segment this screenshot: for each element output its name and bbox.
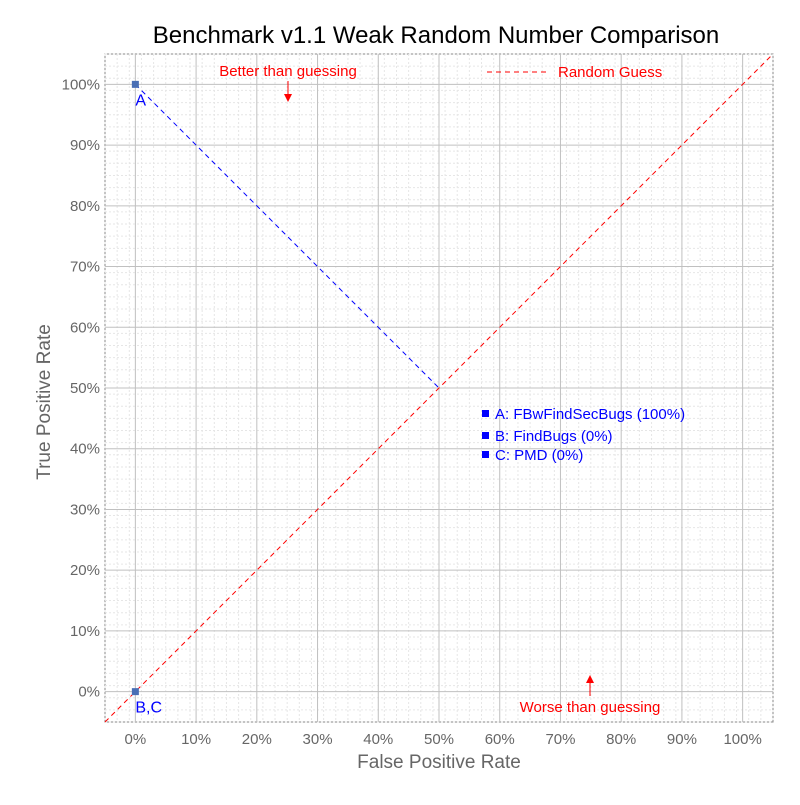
x-axis-label: False Positive Rate [357, 752, 521, 773]
random-guess-legend-label: Random Guess [558, 64, 662, 81]
worse-arrow [586, 675, 594, 696]
y-tick-label: 60% [70, 319, 100, 336]
x-tick-label: 20% [242, 731, 272, 748]
x-tick-label: 30% [303, 731, 333, 748]
point-b-c [131, 688, 139, 696]
random-guess-line [104, 53, 774, 723]
y-tick-label: 50% [70, 380, 100, 397]
y-tick-label: 30% [70, 501, 100, 518]
x-tick-label: 50% [424, 731, 454, 748]
worse-than-guessing-label: Worse than guessing [520, 699, 661, 716]
point-label-a: A [135, 92, 146, 109]
x-tick-label: 0% [125, 731, 147, 748]
data-points: A B,C [131, 80, 162, 717]
legend-entry-a: A: FBwFindSecBugs (100%) [495, 406, 685, 423]
y-tick-label: 80% [70, 198, 100, 215]
tool-legend: A: FBwFindSecBugs (100%) B: FindBugs (0%… [482, 406, 685, 464]
x-tick-label: 90% [667, 731, 697, 748]
y-axis-label: True Positive Rate [34, 324, 55, 480]
x-tick-label: 10% [181, 731, 211, 748]
x-tick-label: 80% [606, 731, 636, 748]
x-tick-labels: 0% 10% 20% 30% 40% 50% 60% 70% 80% 90% 100% [125, 731, 762, 748]
better-than-guessing-label: Better than guessing [219, 63, 357, 80]
better-arrow [284, 81, 292, 102]
legend-marker-b [482, 432, 489, 439]
x-tick-label: 100% [723, 731, 761, 748]
y-tick-label: 0% [78, 684, 100, 701]
y-tick-label: 40% [70, 441, 100, 458]
x-tick-label: 70% [545, 731, 575, 748]
x-tick-label: 40% [363, 731, 393, 748]
major-grid [105, 54, 773, 722]
y-tick-labels: 0% 10% 20% 30% 40% 50% 60% 70% 80% 90% 100% [62, 76, 100, 700]
y-tick-label: 70% [70, 259, 100, 276]
legend-marker-c [482, 451, 489, 458]
legend-entry-b: B: FindBugs (0%) [495, 428, 613, 445]
chart-title: Benchmark v1.1 Weak Random Number Compar… [153, 22, 719, 49]
legend-marker-a [482, 410, 489, 417]
point-a [131, 80, 139, 88]
y-tick-label: 20% [70, 562, 100, 579]
x-tick-label: 60% [485, 731, 515, 748]
y-tick-label: 10% [70, 623, 100, 640]
y-tick-label: 90% [70, 137, 100, 154]
legend-entry-c: C: PMD (0%) [495, 447, 583, 464]
y-tick-label: 100% [62, 76, 100, 93]
point-label-b-c: B,C [135, 700, 162, 717]
